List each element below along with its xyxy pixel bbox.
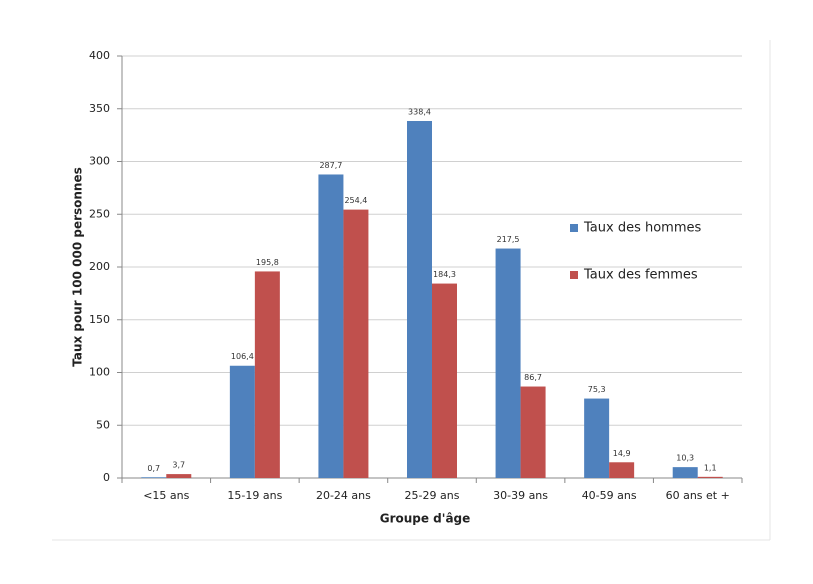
bar — [584, 398, 610, 478]
y-tick-label: 150 — [89, 313, 110, 326]
y-tick-label: 250 — [89, 207, 110, 220]
bar — [343, 209, 369, 478]
x-tick-label: 15-19 ans — [227, 489, 282, 502]
bar — [318, 174, 344, 478]
x-tick-label: 25-29 ans — [405, 489, 460, 502]
bar — [254, 271, 280, 478]
y-tick-label: 350 — [89, 102, 110, 115]
legend-label: Taux des femmes — [583, 268, 698, 283]
value-label: 254,4 — [344, 196, 367, 205]
x-tick-label: 60 ans et + — [666, 489, 730, 502]
bar — [609, 462, 635, 478]
bar — [229, 365, 255, 478]
y-tick-label: 200 — [89, 260, 110, 273]
y-tick-label: 0 — [103, 471, 110, 484]
value-label: 14,9 — [613, 449, 631, 458]
legend-label: Taux des hommes — [583, 221, 701, 236]
value-label: 184,3 — [433, 270, 456, 279]
value-label: 195,8 — [256, 258, 279, 267]
y-tick-label: 400 — [89, 49, 110, 62]
value-label: 3,7 — [172, 461, 185, 470]
value-label: 0,7 — [147, 464, 160, 473]
value-label: 106,4 — [231, 352, 254, 361]
bar — [495, 248, 521, 478]
value-label: 86,7 — [524, 373, 542, 382]
y-tick-label: 100 — [89, 366, 110, 379]
y-tick-label: 50 — [96, 418, 110, 431]
legend-swatch — [570, 224, 578, 232]
value-label: 287,7 — [319, 161, 342, 170]
bar — [432, 283, 457, 478]
bar — [166, 474, 192, 478]
x-tick-label: <15 ans — [143, 489, 189, 502]
x-tick-label: 20-24 ans — [316, 489, 371, 502]
value-label: 1,1 — [704, 463, 717, 472]
bar — [697, 476, 723, 478]
x-tick-label: 40-59 ans — [582, 489, 637, 502]
y-axis-title: Taux pour 100 000 personnes — [71, 167, 85, 367]
value-label: 217,5 — [497, 235, 520, 244]
value-label: 75,3 — [588, 385, 606, 394]
value-label: 338,4 — [408, 107, 431, 116]
x-axis-title: Groupe d'âge — [380, 512, 471, 526]
bar — [520, 386, 546, 478]
legend-swatch — [570, 271, 578, 279]
value-label: 10,3 — [676, 454, 694, 463]
y-tick-label: 300 — [89, 155, 110, 168]
bar — [672, 467, 698, 478]
x-tick-label: 30-39 ans — [493, 489, 548, 502]
bar — [141, 477, 167, 478]
bar — [407, 120, 432, 478]
